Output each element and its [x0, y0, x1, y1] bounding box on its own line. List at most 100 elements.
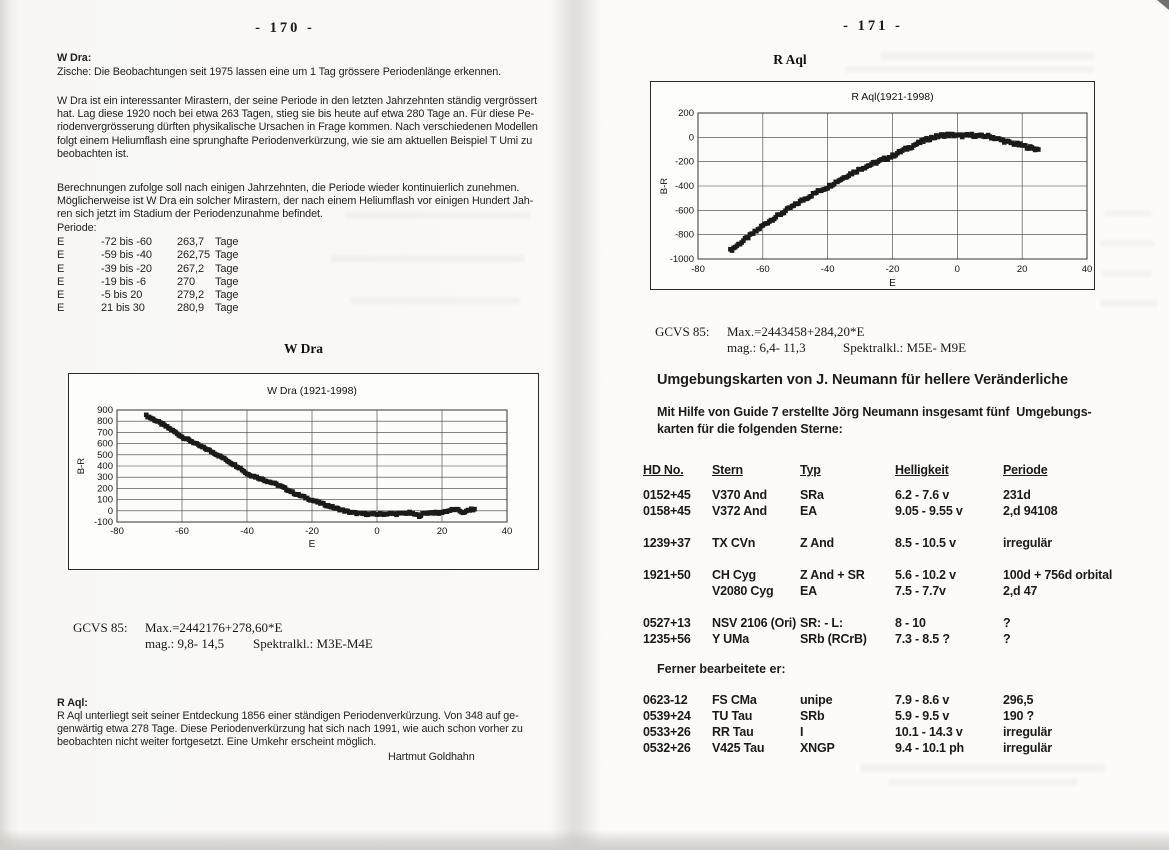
svg-text:100: 100: [97, 495, 113, 506]
svg-text:200: 200: [678, 108, 694, 119]
cell-unit: Tage: [215, 249, 239, 262]
cell-periode: 100d + 756d orbital: [1003, 568, 1113, 582]
cell-typ: EA: [800, 584, 817, 598]
cell-hd: 1239+37: [643, 536, 691, 550]
bleed-through-mark: [1100, 240, 1155, 247]
cell-unit: Tage: [215, 262, 239, 275]
svg-text:-80: -80: [110, 526, 124, 537]
svg-text:700: 700: [97, 427, 113, 438]
header-typ: Typ: [800, 463, 821, 477]
svg-text:-400: -400: [675, 181, 694, 192]
cell-unit: Tage: [215, 275, 239, 288]
page-fold-shadow: [550, 0, 602, 850]
cell-stern: NSV 2106 (Ori): [712, 616, 797, 630]
page-number-left: - 170 -: [255, 20, 315, 36]
cell-helligkeit: 5.6 - 10.2 v: [895, 568, 956, 582]
cell-typ: SRb: [800, 709, 825, 723]
table-row: E -39 bis -20 267,2 Tage: [57, 263, 287, 276]
cell-value: 270: [177, 275, 196, 288]
r-aql-note-heading: R Aql:: [57, 697, 88, 709]
umgebungskarten-heading: Umgebungskarten von J. Neumann für helle…: [657, 372, 1068, 388]
table-row: V2080 Cyg EA 7.5 - 7.7v 2,d 47: [643, 583, 1153, 599]
r-aql-chart-svg: R Aql(1921-1998)2000-200-400-600-800-100…: [650, 81, 1095, 290]
svg-text:-40: -40: [240, 526, 254, 537]
cell-helligkeit: 9.05 - 9.55 v: [895, 504, 963, 518]
cell-hd: 0152+45: [643, 488, 691, 502]
r-aql-note-text: R Aql unterliegt seit seiner Entdeckung …: [57, 710, 523, 749]
svg-text:-80: -80: [691, 264, 705, 275]
cell-range: -19 bis -6: [101, 275, 146, 288]
table-row: E 21 bis 30 280,9 Tage: [57, 302, 287, 315]
svg-text:B-R: B-R: [76, 458, 87, 475]
cell-hd: 1235+56: [643, 632, 691, 646]
svg-text:20: 20: [1017, 264, 1028, 275]
w-dra-chart-heading: W Dra: [283, 341, 324, 356]
table-row: E -72 bis -60 263,7 Tage: [57, 236, 287, 249]
table-row: 0533+26 RR Tau I 10.1 - 14.3 v irregulär: [643, 724, 1153, 740]
svg-text:W Dra (1921-1998): W Dra (1921-1998): [267, 385, 357, 397]
svg-text:-60: -60: [756, 264, 770, 275]
cell-e: E: [57, 236, 65, 248]
svg-text:800: 800: [97, 416, 113, 427]
svg-text:R Aql(1921-1998): R Aql(1921-1998): [851, 91, 933, 103]
cell-range: -72 bis -60: [101, 236, 152, 248]
cell-stern: TU Tau: [712, 709, 753, 723]
ferner-label: Ferner bearbeitete er:: [657, 662, 786, 676]
cell-periode: 190 ?: [1003, 709, 1034, 723]
scan-left-edge-shadow: [0, 0, 20, 850]
gcvs-label-right: GCVS 85:: [655, 324, 710, 339]
header-stern: Stern: [712, 463, 743, 477]
w-dra-intro-line: Zische: Die Beobachtungen seit 1975 lass…: [57, 66, 502, 78]
gcvs-spektral-left: Spektralkl.: M3E-M4E: [253, 636, 373, 651]
cell-range: -39 bis -20: [101, 262, 152, 275]
svg-text:E: E: [889, 278, 896, 289]
cell-e: E: [57, 275, 65, 288]
cell-helligkeit: 8 - 10: [895, 616, 926, 630]
umgebungskarten-intro: Mit Hilfe von Guide 7 erstellte Jörg Neu…: [657, 405, 1092, 436]
svg-text:-20: -20: [305, 526, 319, 537]
gcvs-max-right: Max.=2443458+284,20*E: [727, 324, 865, 339]
r-aql-chart-figure: R Aql(1921-1998) 200 0 -200 -400 -600 -800 -100…: [650, 81, 1095, 295]
cell-unit: Tage: [215, 236, 239, 248]
cell-hd: 0539+24: [643, 709, 691, 723]
cell-stern: V372 And: [712, 504, 767, 518]
cell-helligkeit: 7.3 - 8.5 ?: [895, 632, 950, 646]
cell-value: 279,2: [177, 289, 205, 302]
gcvs-spektral-right: Spektralkl.: M5E- M9E: [843, 340, 967, 355]
cell-periode: 231d: [1003, 488, 1031, 502]
cell-helligkeit: 6.2 - 7.6 v: [895, 488, 950, 502]
bleed-through-mark: [1104, 210, 1152, 217]
cell-periode: irregulär: [1003, 725, 1052, 739]
cell-stern: V370 And: [712, 488, 767, 502]
table-row: 1235+56 Y UMa SRb (RCrB) 7.3 - 8.5 ??: [643, 631, 1153, 647]
svg-text:E: E: [309, 539, 316, 550]
bleed-through-mark: [1102, 270, 1152, 277]
cell-hd: [643, 583, 712, 599]
cell-range: 21 bis 30: [101, 302, 145, 315]
period-table: E -72 bis -60 263,7 Tage E -59 bis -40 262,75 T…: [57, 236, 287, 316]
bleed-through-mark: [845, 66, 1095, 73]
cell-e: E: [57, 302, 65, 315]
cell-stern: V2080 Cyg: [712, 584, 774, 598]
header-hd-no: HD No.: [643, 463, 684, 477]
table-row: E -19 bis -6 270 Tage: [57, 276, 287, 289]
cell-typ: EA: [800, 504, 817, 518]
cell-periode: ?: [1003, 632, 1011, 646]
w-dra-chart-svg: W Dra (1921-1998)90080070060050040030020…: [68, 373, 539, 570]
cell-hd: 0533+26: [643, 725, 691, 739]
gcvs-mag-left: mag.: 9,8- 14,5: [145, 636, 225, 651]
page-number-right: - 171 -: [843, 18, 903, 34]
bleed-through-mark: [888, 779, 1078, 786]
star-table-body: 0152+45 V370 And SRa 6.2 - 7.6 v 231d 0158+45…: [643, 487, 1153, 647]
table-row: E -59 bis -40 262,75 Tage: [57, 249, 287, 262]
svg-text:-20: -20: [886, 264, 900, 275]
cell-periode: 2,d 94108: [1003, 504, 1058, 518]
scan-corner-mark: [1157, 0, 1169, 10]
bleed-through-mark: [330, 255, 525, 262]
cell-range: -59 bis -40: [101, 249, 152, 262]
cell-typ: I: [800, 725, 804, 739]
cell-periode: 296,5: [1003, 693, 1034, 707]
cell-e: E: [57, 262, 65, 275]
svg-text:0: 0: [374, 526, 379, 537]
